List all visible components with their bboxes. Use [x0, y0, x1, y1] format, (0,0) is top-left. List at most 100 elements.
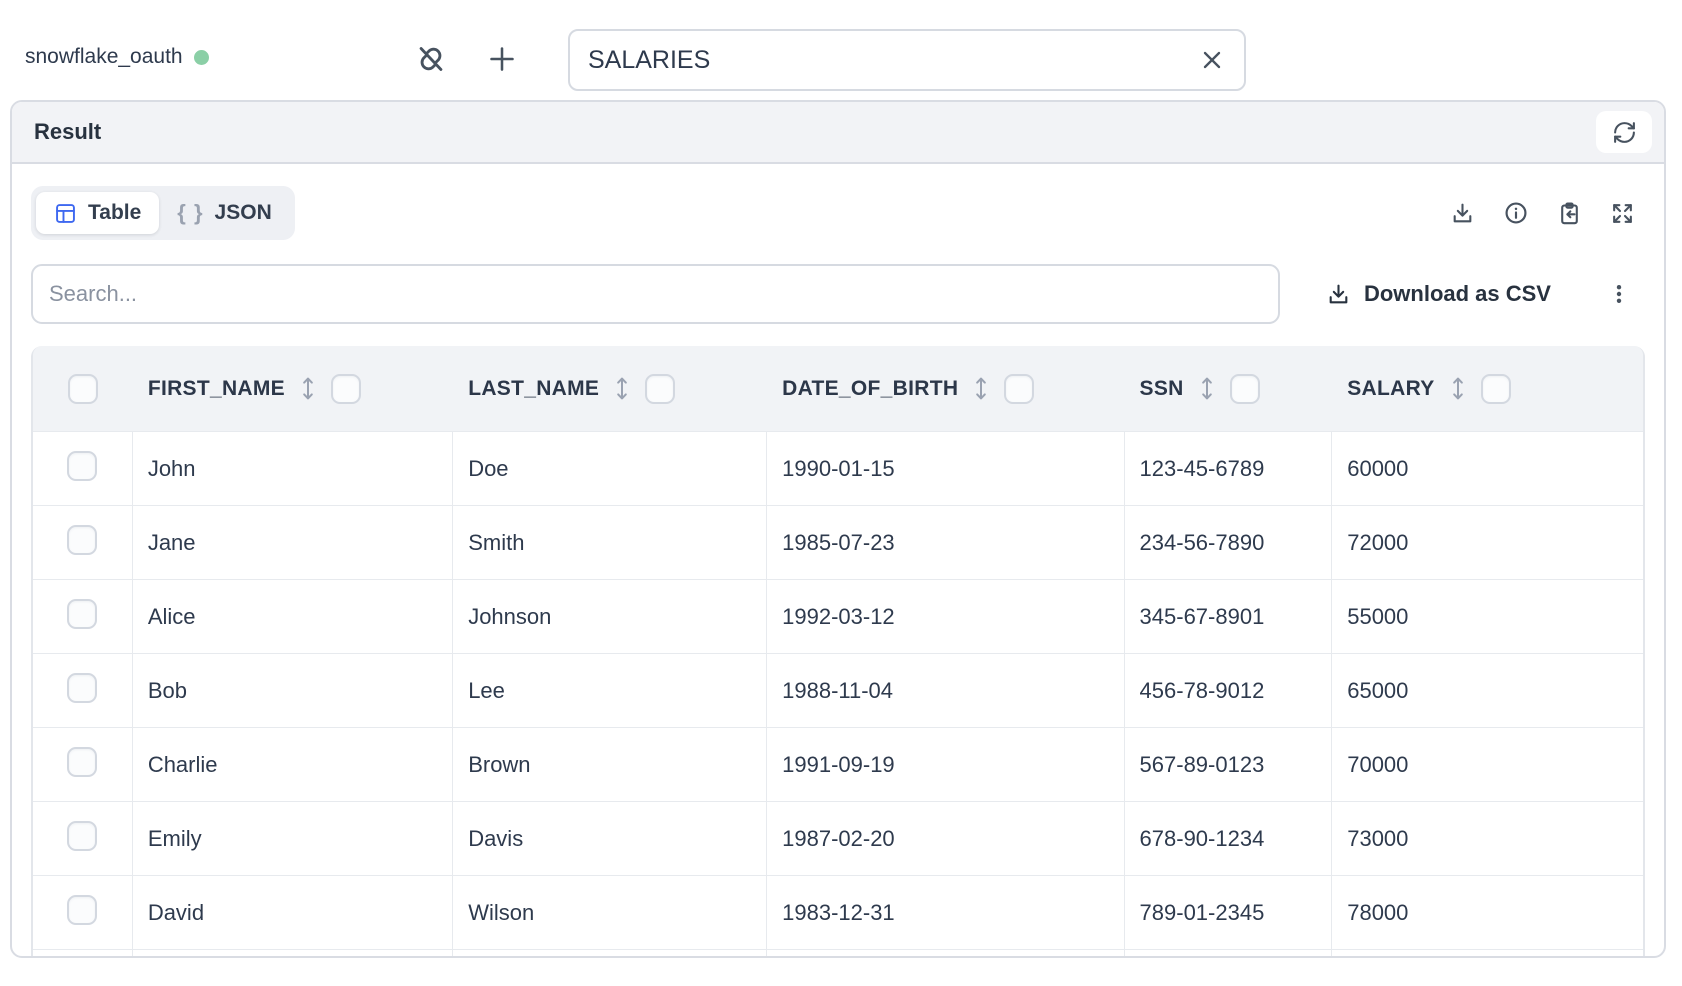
table-cell: 72000: [1332, 505, 1643, 579]
connection-status-dot: [193, 49, 209, 65]
table-cell: Alice: [132, 579, 454, 653]
table-cell: 345-67-8901: [1124, 579, 1333, 653]
table-cell: Doe: [453, 431, 768, 505]
download-result-button[interactable]: [1450, 201, 1475, 226]
table-cell: Charlie: [132, 727, 454, 801]
table-cell: Davis: [453, 801, 768, 875]
row-checkbox[interactable]: [67, 820, 98, 851]
row-select-cell: [33, 431, 133, 505]
column-checkbox[interactable]: [1004, 373, 1035, 404]
table-row: David Wilson 1983-12-31 789-01-2345 78000: [33, 875, 1643, 949]
add-tab-button[interactable]: [482, 39, 522, 79]
row-checkbox[interactable]: [67, 672, 98, 703]
result-panel-body: Table { } JSON: [12, 164, 1664, 956]
result-icon-row: [1450, 200, 1645, 226]
clear-query-button[interactable]: [1198, 46, 1226, 74]
column-label: DATE_OF_BIRTH: [782, 376, 959, 400]
unlink-icon: [419, 47, 443, 71]
sort-icon[interactable]: [1450, 375, 1466, 402]
table-cell: John: [132, 431, 454, 505]
kebab-menu-icon: [1616, 285, 1622, 303]
table-cell: 65000: [1332, 653, 1643, 727]
row-checkbox[interactable]: [67, 598, 98, 629]
table-cell: 678-90-1234: [1124, 801, 1333, 875]
copy-to-clipboard-button[interactable]: [1557, 201, 1582, 226]
paste-icon: [1561, 201, 1578, 224]
close-icon: [1203, 51, 1221, 69]
result-info-button[interactable]: [1503, 200, 1529, 226]
table-cell: Jane: [132, 505, 454, 579]
table-row: John Doe 1990-01-15 123-45-6789 60000: [33, 431, 1643, 505]
info-icon: [1505, 202, 1527, 224]
column-checkbox[interactable]: [331, 373, 361, 404]
column-checkbox[interactable]: [645, 373, 676, 404]
search-input[interactable]: [49, 281, 1262, 307]
result-table: FIRST_NAME LAST_NAME DATE_OF_BIRTH SSN SALAR…: [31, 346, 1645, 956]
row-select-cell: [33, 579, 133, 653]
column-label: SSN: [1139, 376, 1184, 400]
table-cell: 78000: [1332, 875, 1643, 949]
table-search-box[interactable]: [31, 264, 1280, 324]
table-cell: [1124, 949, 1333, 956]
column-header-last_name: LAST_NAME: [453, 346, 768, 431]
table-cell: [1332, 949, 1643, 956]
tab-table-label: Table: [88, 201, 142, 224]
select-all-header-cell: [33, 346, 133, 431]
refresh-button[interactable]: [1596, 111, 1652, 153]
select-all-checkbox[interactable]: [67, 373, 98, 404]
table-cell: 123-45-6789: [1124, 431, 1333, 505]
table-row: Jane Smith 1985-07-23 234-56-7890 72000: [33, 505, 1643, 579]
row-select-cell: [33, 727, 133, 801]
table-cell: Wilson: [453, 875, 768, 949]
row-checkbox[interactable]: [67, 450, 98, 481]
result-panel: Result Table { }: [10, 100, 1666, 958]
table-cell: 73000: [1332, 801, 1643, 875]
table-cell: 1991-09-19: [767, 727, 1125, 801]
table-cell: Emily: [132, 801, 454, 875]
tab-json-label: JSON: [214, 201, 272, 224]
result-panel-header: Result: [12, 102, 1664, 164]
table-options-button[interactable]: [1607, 282, 1631, 306]
column-checkbox[interactable]: [1480, 373, 1511, 404]
plus-icon: [490, 47, 514, 71]
panel-title: Result: [34, 119, 102, 144]
table-row: Charlie Brown 1991-09-19 567-89-0123 70000: [33, 727, 1643, 801]
column-checkbox[interactable]: [1229, 373, 1260, 404]
sort-icon[interactable]: [614, 375, 630, 402]
table-cell: 456-78-9012: [1124, 653, 1333, 727]
tab-table[interactable]: Table: [36, 192, 160, 234]
download-csv-button[interactable]: Download as CSV: [1326, 281, 1551, 307]
table-cell: 1983-12-31: [767, 875, 1125, 949]
row-checkbox[interactable]: [67, 524, 98, 555]
column-label: FIRST_NAME: [147, 376, 285, 400]
table-cell: [453, 949, 768, 956]
sort-icon[interactable]: [300, 375, 316, 402]
table-cell: David: [132, 875, 454, 949]
download-icon: [1453, 203, 1472, 222]
query-input-box[interactable]: [568, 29, 1246, 91]
tab-json[interactable]: { } JSON: [159, 191, 289, 235]
table-view-icon: [56, 203, 75, 223]
disconnect-button[interactable]: [411, 39, 451, 79]
row-checkbox[interactable]: [67, 746, 98, 777]
csv-download-icon: [1329, 284, 1348, 303]
row-checkbox[interactable]: [67, 894, 98, 925]
sort-icon[interactable]: [973, 375, 989, 402]
table-body: John Doe 1990-01-15 123-45-6789 60000 Jane Smi…: [33, 431, 1643, 956]
table-cell: 234-56-7890: [1124, 505, 1333, 579]
connection-label: snowflake_oauth: [25, 45, 209, 69]
table-cell: 1988-11-04: [767, 653, 1125, 727]
column-header-first_name: FIRST_NAME: [132, 346, 454, 431]
connection-name: snowflake_oauth: [25, 45, 183, 68]
table-cell: [132, 949, 454, 956]
query-input[interactable]: [588, 45, 1198, 75]
row-select-cell: [33, 875, 133, 949]
expand-icon: [1613, 203, 1632, 223]
expand-result-button[interactable]: [1610, 201, 1635, 226]
table-cell: 567-89-0123: [1124, 727, 1333, 801]
sort-icon[interactable]: [1199, 375, 1215, 402]
table-cell: Lee: [453, 653, 768, 727]
table-header-row: FIRST_NAME LAST_NAME DATE_OF_BIRTH SSN SALAR…: [33, 346, 1643, 431]
row-select-cell: [33, 949, 133, 956]
table-cell: 789-01-2345: [1124, 875, 1333, 949]
